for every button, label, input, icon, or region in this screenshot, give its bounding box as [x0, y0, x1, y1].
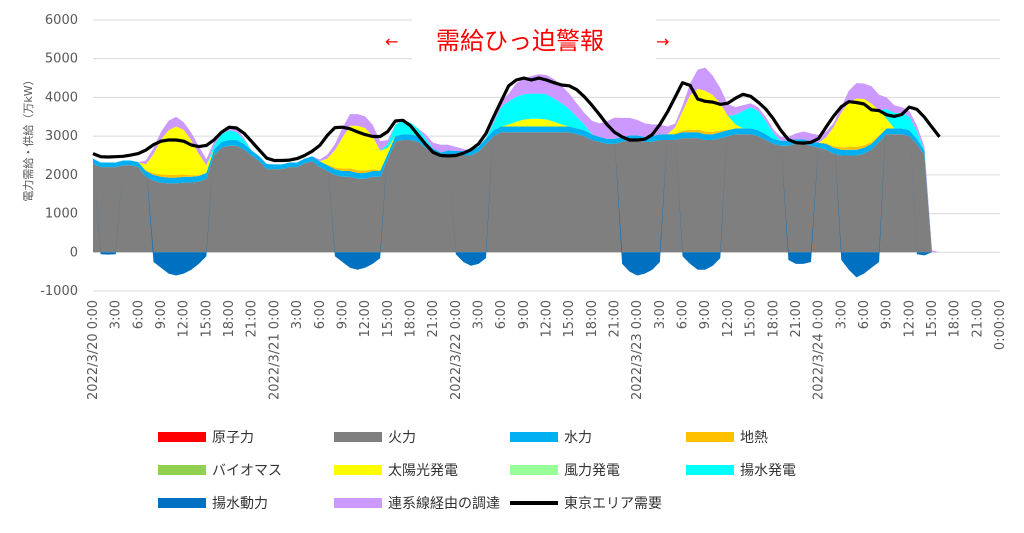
annotation-background: [412, 18, 656, 64]
x-tick-label: 12:00: [358, 300, 373, 337]
x-tick-label: 9:00: [880, 300, 895, 329]
areas-group: [93, 67, 1000, 278]
area-太陽光発電: [93, 88, 1000, 253]
y-tick-labels: -1000 0 1000 2000 3000 4000 5000 6000: [40, 13, 78, 299]
legend-label: 連系線経由の調達: [388, 496, 500, 512]
x-tick-label: 6:00: [131, 300, 146, 329]
x-tick-label: 15:00: [199, 300, 214, 337]
y-tick-label: 2000: [45, 168, 78, 183]
legend-label: 火力: [388, 430, 416, 446]
annotation-text: 需給ひっ迫警報: [436, 27, 604, 55]
y-tick-label: 6000: [45, 13, 78, 28]
legend-swatch: [686, 465, 734, 475]
x-tick-label: 21:00: [970, 300, 985, 337]
x-tick-label: 12:00: [177, 300, 192, 337]
x-tick-label: 12:00: [721, 300, 736, 337]
y-tick-label: 0: [70, 245, 78, 260]
legend-label: 地熱: [740, 430, 768, 446]
x-tick-label: 21:00: [245, 300, 260, 337]
x-tick-label: 21:00: [789, 300, 804, 337]
legend-swatch: [510, 465, 558, 475]
x-tick-label: 12:00: [902, 300, 917, 337]
x-tick-label: 9:00: [154, 300, 169, 329]
legend-swatch: [158, 498, 206, 508]
x-tick-label: 6:00: [857, 300, 872, 329]
warning-annotation: ← 需給ひっ迫警報 →: [385, 18, 669, 64]
legend-swatch: [158, 432, 206, 442]
area-揚水動力: [93, 93, 1000, 278]
x-tick-label: 18:00: [948, 300, 963, 337]
y-tick-label: 1000: [45, 207, 78, 222]
legend-swatch: [334, 498, 382, 508]
x-tick-label: 9:00: [335, 300, 350, 329]
x-tick-label: 15:00: [744, 300, 759, 337]
demand-line: [92, 76, 941, 163]
legend-label: 風力発電: [564, 463, 620, 479]
y-tick-label: 5000: [45, 52, 78, 67]
x-tick-label: 6:00: [676, 300, 691, 329]
x-tick-label: 21:00: [426, 300, 441, 337]
x-tick-label: 18:00: [222, 300, 237, 337]
legend-swatch: [334, 432, 382, 442]
x-tick-label: 3:00: [653, 300, 668, 329]
legend-label: 揚水動力: [212, 495, 268, 512]
legend-label: 水力: [564, 430, 592, 446]
annotation-left-arrow: ←: [385, 32, 398, 51]
x-tick-label: 2022/3/24 0:00: [812, 300, 827, 400]
x-tick-label: 12:00: [540, 300, 555, 337]
y-axis-title: 電力需給・供給（万kW）: [21, 74, 35, 201]
annotation-right-arrow: →: [656, 32, 669, 51]
legend-label: 太陽光発電: [388, 463, 458, 479]
x-tick-label: 15:00: [381, 300, 396, 337]
x-tick-label: 2022/3/20 0:00: [86, 300, 101, 400]
demand-line-group: [92, 76, 941, 163]
x-tick-label: 6:00: [313, 300, 328, 329]
legend-swatch: [686, 432, 734, 442]
x-tick-label: 2022/3/21 0:00: [267, 300, 282, 400]
legend-label: 原子力: [212, 430, 254, 446]
y-tick-label: 4000: [45, 90, 78, 105]
x-tick-label: 6:00: [494, 300, 509, 329]
legend-label: バイオマス: [212, 463, 282, 479]
legend-label: 東京エリア需要: [564, 496, 662, 512]
x-tick-label: 0:00:00: [993, 300, 1008, 350]
y-tick-label: 3000: [45, 129, 78, 144]
x-tick-label: 15:00: [562, 300, 577, 337]
x-tick-label: 3:00: [290, 300, 305, 329]
legend-swatch: [510, 432, 558, 442]
x-tick-label: 9:00: [698, 300, 713, 329]
area-火力: [93, 132, 1000, 253]
x-tick-label: 18:00: [403, 300, 418, 337]
y-tick-label: -1000: [40, 284, 78, 299]
legend-swatch: [334, 465, 382, 475]
x-tick-labels: 2022/3/20 0:00 3:00 6:00 9:00 12:00 15:00 18:0…: [86, 300, 1008, 400]
x-tick-label: 3:00: [834, 300, 849, 329]
x-tick-label: 2022/3/22 0:00: [449, 300, 464, 400]
x-tick-label: 18:00: [766, 300, 781, 337]
x-tick-label: 2022/3/23 0:00: [630, 300, 645, 400]
x-tick-label: 15:00: [925, 300, 940, 337]
x-tick-label: 21:00: [608, 300, 623, 337]
x-tick-label: 3:00: [472, 300, 487, 329]
legend-swatch: [158, 465, 206, 475]
x-tick-label: 18:00: [585, 300, 600, 337]
x-tick-label: 3:00: [109, 300, 124, 329]
x-tick-label: 9:00: [517, 300, 532, 329]
legend-label: 揚水発電: [740, 462, 796, 479]
